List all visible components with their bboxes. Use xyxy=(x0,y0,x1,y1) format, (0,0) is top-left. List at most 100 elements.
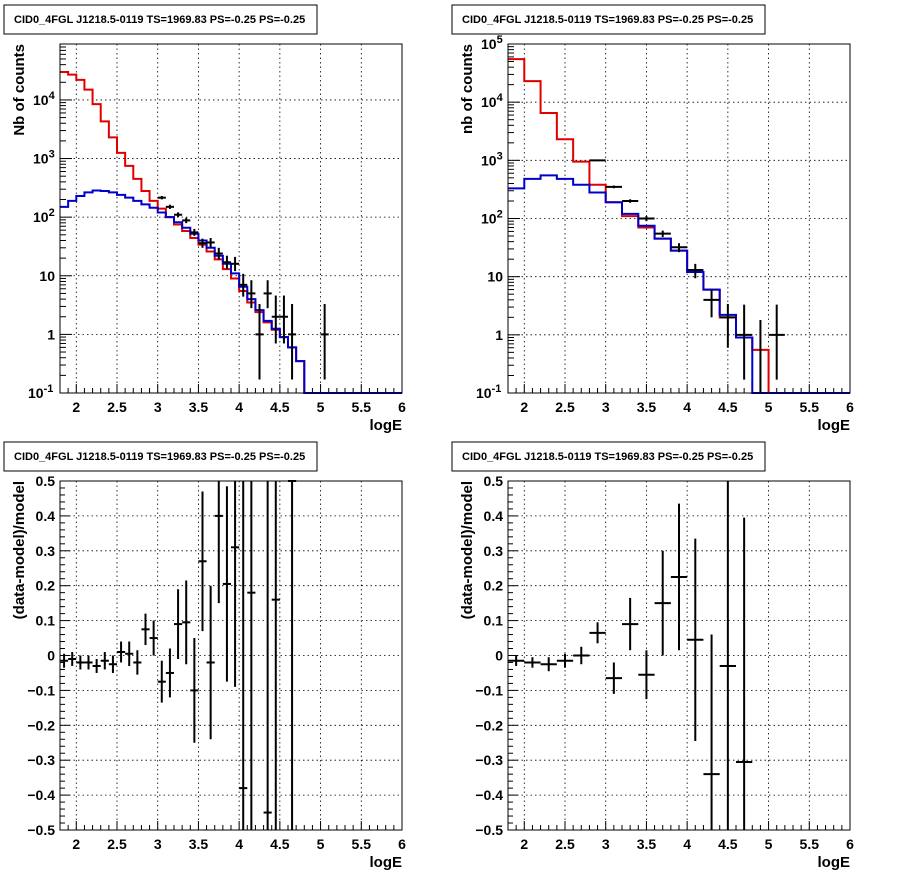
y-tick-label: 0.3 xyxy=(484,543,504,559)
y-tick-label: 0.5 xyxy=(484,473,504,489)
x-tick-label: 2.5 xyxy=(107,836,127,852)
y-tick-label: −0.3 xyxy=(475,752,503,768)
x-tick-label: 5.5 xyxy=(800,399,820,415)
x-tick-label: 2 xyxy=(72,836,80,852)
x-tick-label: 2.5 xyxy=(107,399,127,415)
y-tick-label: −0.2 xyxy=(475,717,503,733)
y-tick-label: 105 xyxy=(481,34,503,52)
x-tick-label: 5 xyxy=(317,836,325,852)
pad-title-box xyxy=(3,441,318,472)
panel-counts-right: CID0_4FGL J1218.5-0119 TS=1969.83 PS=-0.… xyxy=(451,4,854,434)
y-tick-label: 103 xyxy=(33,149,55,167)
pad-title-box xyxy=(3,4,318,35)
x-tick-label: 6 xyxy=(398,836,406,852)
pad-title: CID0_4FGL J1218.5-0119 TS=1969.83 PS=-0.… xyxy=(462,14,753,26)
y-tick-label: 104 xyxy=(481,92,504,110)
x-tick-label: 6 xyxy=(398,399,406,415)
y-tick-label: −0.2 xyxy=(27,717,55,733)
y-tick-label: 0.2 xyxy=(36,578,56,594)
histogram-step-line xyxy=(60,189,402,394)
pad-title: CID0_4FGL J1218.5-0119 TS=1969.83 PS=-0.… xyxy=(14,451,305,463)
x-tick-label: 5.5 xyxy=(800,836,820,852)
x-tick-label: 2 xyxy=(520,399,528,415)
histogram-step-line xyxy=(508,174,850,394)
x-tick-label: 5 xyxy=(765,836,773,852)
y-tick-label: 102 xyxy=(33,207,55,225)
y-axis-title: (data-model)/model xyxy=(459,481,476,619)
y-tick-label: 0.4 xyxy=(484,508,504,524)
y-tick-label: −0.1 xyxy=(475,682,503,698)
y-tick-label: 0.2 xyxy=(484,578,504,594)
x-tick-label: 5 xyxy=(765,399,773,415)
x-tick-label: 3.5 xyxy=(637,399,657,415)
y-tick-label: 0.4 xyxy=(36,508,56,524)
x-tick-label: 2.5 xyxy=(555,399,575,415)
y-tick-label: −0.4 xyxy=(27,787,55,803)
y-tick-label: 10 xyxy=(39,268,55,284)
plot-frame xyxy=(507,480,851,831)
x-tick-label: 5.5 xyxy=(352,836,372,852)
histogram-step-line xyxy=(508,58,850,394)
x-tick-label: 4 xyxy=(683,836,691,852)
x-tick-label: 3 xyxy=(154,836,162,852)
y-tick-label: 0.1 xyxy=(36,613,56,629)
x-tick-label: 4 xyxy=(235,399,243,415)
y-tick-label: −0.5 xyxy=(27,822,55,838)
y-tick-label: −0.3 xyxy=(27,752,55,768)
x-tick-label: 3.5 xyxy=(189,399,209,415)
y-tick-label: 103 xyxy=(481,150,503,168)
x-tick-label: 2.5 xyxy=(555,836,575,852)
plot-frame xyxy=(59,43,403,394)
y-axis-title: nb of counts xyxy=(459,44,476,134)
y-tick-label: 10-1 xyxy=(476,383,501,401)
panel-counts-left: CID0_4FGL J1218.5-0119 TS=1969.83 PS=-0.… xyxy=(3,4,406,434)
histogram-step-line xyxy=(60,70,402,394)
x-axis-title: logE xyxy=(370,854,403,871)
x-tick-label: 5.5 xyxy=(352,399,372,415)
y-tick-label: 104 xyxy=(33,90,56,108)
x-tick-label: 5 xyxy=(317,399,325,415)
x-tick-label: 4.5 xyxy=(270,399,290,415)
y-tick-label: 1 xyxy=(47,326,55,342)
x-axis-title: logE xyxy=(370,417,403,434)
x-axis-title: logE xyxy=(818,854,851,871)
y-tick-label: 10 xyxy=(487,269,503,285)
y-axis-title: Nb of counts xyxy=(11,44,28,136)
y-tick-label: 0.1 xyxy=(484,613,504,629)
x-tick-label: 3 xyxy=(602,399,610,415)
y-tick-label: 10-1 xyxy=(28,383,53,401)
plot-frame xyxy=(59,480,403,831)
x-tick-label: 4.5 xyxy=(718,836,738,852)
y-tick-label: 0.3 xyxy=(36,543,56,559)
x-tick-label: 3 xyxy=(602,836,610,852)
pad-title: CID0_4FGL J1218.5-0119 TS=1969.83 PS=-0.… xyxy=(462,451,753,463)
x-tick-label: 4 xyxy=(235,836,243,852)
x-tick-label: 3.5 xyxy=(189,836,209,852)
pad-title: CID0_4FGL J1218.5-0119 TS=1969.83 PS=-0.… xyxy=(14,14,305,26)
x-tick-label: 6 xyxy=(846,836,854,852)
x-tick-label: 4.5 xyxy=(270,836,290,852)
y-tick-label: 1 xyxy=(495,327,503,343)
x-tick-label: 2 xyxy=(520,836,528,852)
x-tick-label: 6 xyxy=(846,399,854,415)
y-tick-label: 0 xyxy=(47,648,55,664)
pad-title-box xyxy=(451,441,766,472)
y-tick-label: 102 xyxy=(481,209,503,227)
x-tick-label: 3.5 xyxy=(637,836,657,852)
panel-residuals-right: CID0_4FGL J1218.5-0119 TS=1969.83 PS=-0.… xyxy=(451,441,854,871)
pad-title-box xyxy=(451,4,766,35)
y-axis-title: (data-model)/model xyxy=(11,481,28,619)
y-tick-label: 0.5 xyxy=(36,473,56,489)
plot-frame xyxy=(507,43,851,394)
x-tick-label: 4.5 xyxy=(718,399,738,415)
panel-residuals-left: CID0_4FGL J1218.5-0119 TS=1969.83 PS=-0.… xyxy=(3,441,406,871)
y-tick-label: −0.4 xyxy=(475,787,503,803)
y-tick-label: −0.5 xyxy=(475,822,503,838)
y-tick-label: −0.1 xyxy=(27,682,55,698)
x-tick-label: 3 xyxy=(154,399,162,415)
x-tick-label: 4 xyxy=(683,399,691,415)
x-axis-title: logE xyxy=(818,417,851,434)
y-tick-label: 0 xyxy=(495,648,503,664)
x-tick-label: 2 xyxy=(72,399,80,415)
